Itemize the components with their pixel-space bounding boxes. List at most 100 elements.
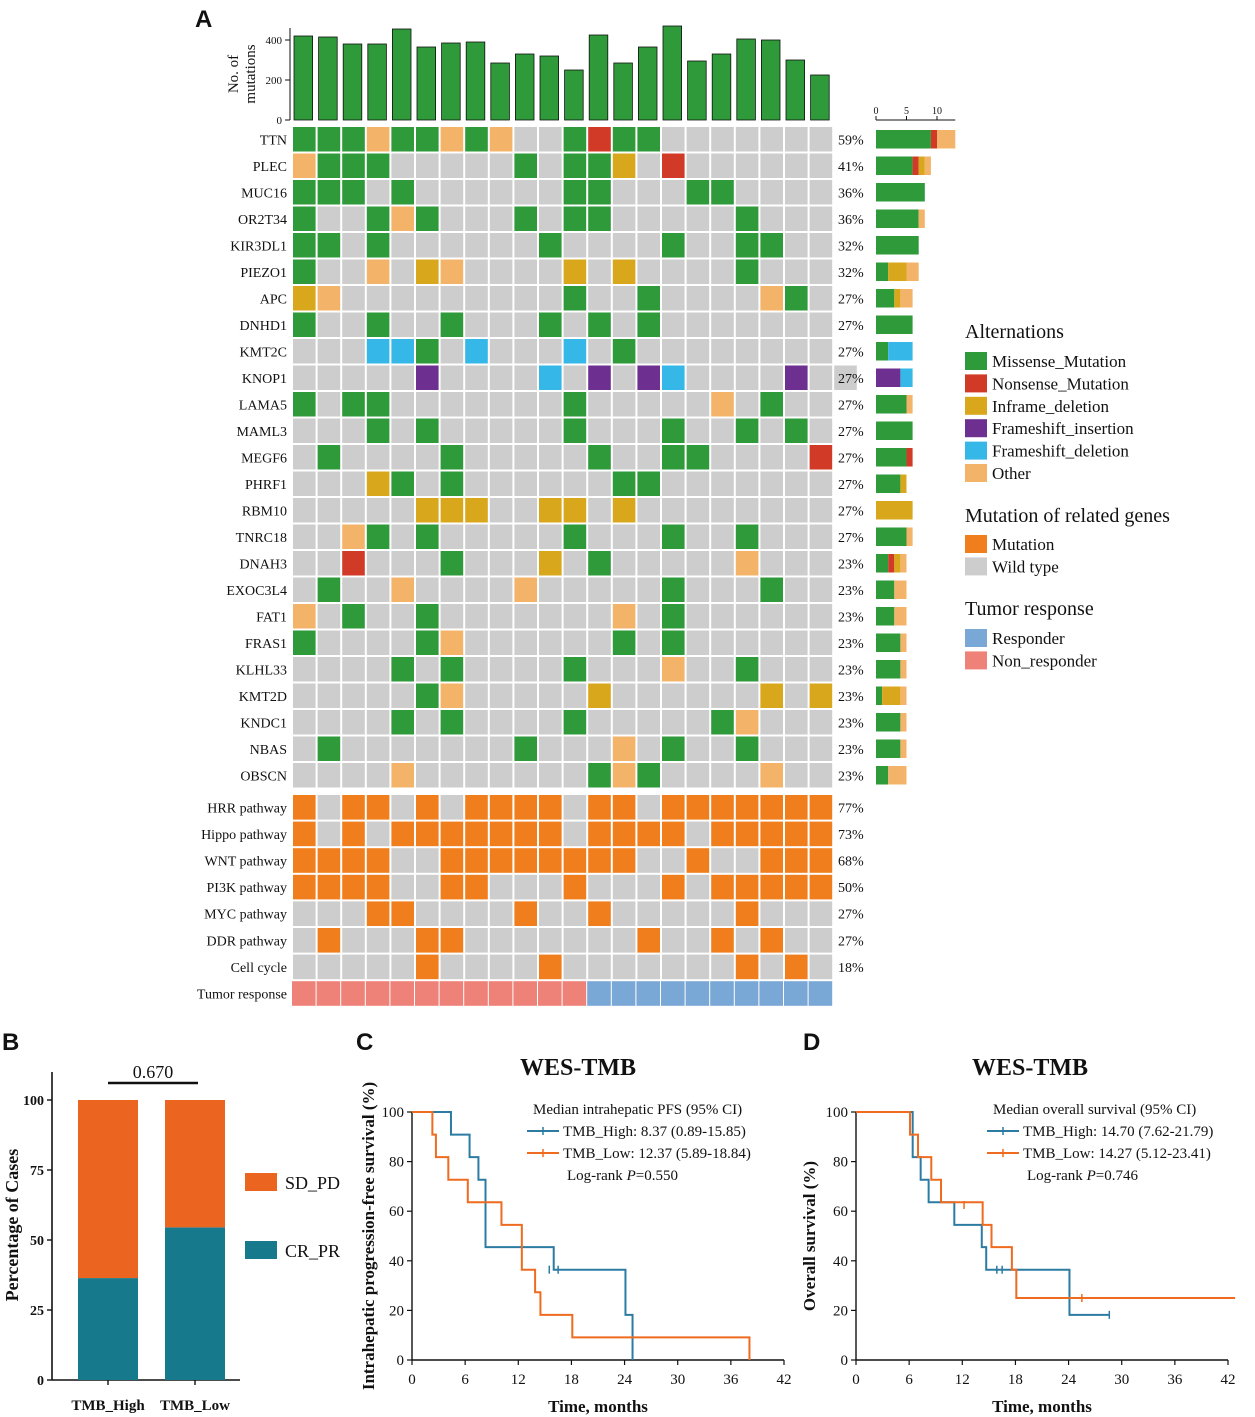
oncoplot-cell [465, 604, 488, 629]
oncoplot-cell [440, 604, 464, 629]
oncoplot-cell [465, 683, 488, 708]
oncoplot-cell [317, 683, 341, 708]
gene-label: LAMA5 [239, 398, 287, 413]
pathway-cell [588, 901, 611, 926]
side-bar-segment [900, 554, 907, 573]
oncoplot-cell [612, 551, 636, 576]
oncoplot-cell [539, 551, 562, 576]
d-x-tick-label: 42 [1221, 1372, 1236, 1388]
side-bar-segment [876, 527, 907, 546]
response-cell [365, 981, 390, 1006]
top-bar-y-tick-label: 400 [266, 35, 283, 47]
oncoplot-cell [416, 312, 439, 337]
pathway-cell [785, 928, 808, 953]
oncoplot-cell [317, 127, 341, 152]
oncoplot-cell [489, 339, 513, 364]
oncoplot-cell [416, 657, 439, 682]
pathway-cell [637, 928, 660, 953]
oncoplot-cell [612, 418, 636, 443]
oncoplot-cell [317, 710, 341, 735]
oncoplot-cell [637, 286, 660, 311]
c-x-tick-label: 12 [511, 1372, 526, 1388]
oncoplot-cell [293, 286, 316, 311]
gene-label: DNHD1 [240, 319, 287, 334]
pathway-cell [293, 874, 316, 900]
oncoplot-cell [317, 736, 341, 761]
oncoplot-cell [686, 498, 710, 523]
response-cell [759, 981, 783, 1006]
gene-label: FAT1 [256, 610, 287, 625]
pathway-cell [735, 821, 759, 847]
side-bar-segment [906, 527, 913, 546]
c-km-curve-tmb-high [412, 1111, 634, 1360]
oncoplot-cell [612, 683, 636, 708]
top-bar [515, 53, 535, 121]
side-bar-segment [876, 368, 901, 387]
pathway-cell [391, 954, 414, 980]
side-bar-segment [930, 130, 937, 149]
side-bar-segment [882, 686, 901, 705]
oncoplot-cell [563, 233, 587, 258]
gene-label: NBAS [250, 743, 287, 758]
side-bar-segment [876, 501, 913, 520]
oncoplot-cell [563, 577, 587, 602]
oncoplot-cell [440, 233, 464, 258]
b-x-tick-label: TMB_High [71, 1398, 145, 1414]
oncoplot-cell [416, 763, 439, 788]
side-bar-segment [894, 554, 901, 573]
oncoplot-cell [588, 127, 611, 152]
oncoplot-cell [785, 498, 808, 523]
oncoplot-cell [662, 604, 685, 629]
legend-swatch [965, 629, 987, 647]
gene-label: OBSCN [240, 769, 287, 784]
oncoplot-cell [514, 630, 537, 655]
oncoplot-cell [465, 710, 488, 735]
oncoplot-cell [440, 259, 464, 284]
oncoplot-cell [711, 630, 734, 655]
oncoplot-cell [440, 577, 464, 602]
oncoplot-cell [686, 763, 710, 788]
top-bar [465, 41, 486, 121]
oncoplot-cell [366, 683, 390, 708]
pathway-cell [809, 848, 833, 873]
d-y-tick-label: 100 [826, 1105, 849, 1121]
oncoplot-cell [735, 153, 759, 178]
oncoplot-cell [686, 365, 710, 390]
pathway-cell [293, 795, 316, 820]
oncoplot-cell [342, 233, 365, 258]
pathway-cell [539, 954, 562, 980]
side-bar-segment [888, 554, 895, 573]
pathway-cell [735, 928, 759, 953]
oncoplot-cell [391, 127, 414, 152]
oncoplot-cell [465, 736, 488, 761]
pathway-cell [539, 874, 562, 900]
oncoplot-cell [588, 180, 611, 205]
pathway-cell [662, 795, 685, 820]
pathway-percent: 68% [838, 855, 864, 870]
oncoplot-cell [711, 153, 734, 178]
oncoplot-cell [416, 736, 439, 761]
pathway-cell [539, 795, 562, 820]
oncoplot-cell [366, 180, 390, 205]
oncoplot-cell [539, 206, 562, 231]
oncoplot-cell [809, 365, 833, 390]
gene-percent: 27% [838, 531, 864, 546]
oncoplot-cell [637, 418, 660, 443]
pathway-label: WNT pathway [204, 855, 287, 870]
oncoplot-cell [489, 657, 513, 682]
oncoplot-cell [612, 524, 636, 549]
pathway-cell [785, 901, 808, 926]
oncoplot-cell [514, 577, 537, 602]
b-legend-label: SD_PD [285, 1173, 340, 1193]
oncoplot-cell [735, 630, 759, 655]
oncoplot-cell [760, 153, 783, 178]
oncoplot-cell [809, 312, 833, 337]
gene-percent: 27% [838, 319, 864, 334]
oncoplot-cell [686, 392, 710, 417]
pathway-cell [514, 795, 537, 820]
oncoplot-cell [416, 153, 439, 178]
pathway-cell [539, 821, 562, 847]
gene-percent: 27% [838, 292, 864, 307]
pathway-cell [735, 795, 759, 820]
